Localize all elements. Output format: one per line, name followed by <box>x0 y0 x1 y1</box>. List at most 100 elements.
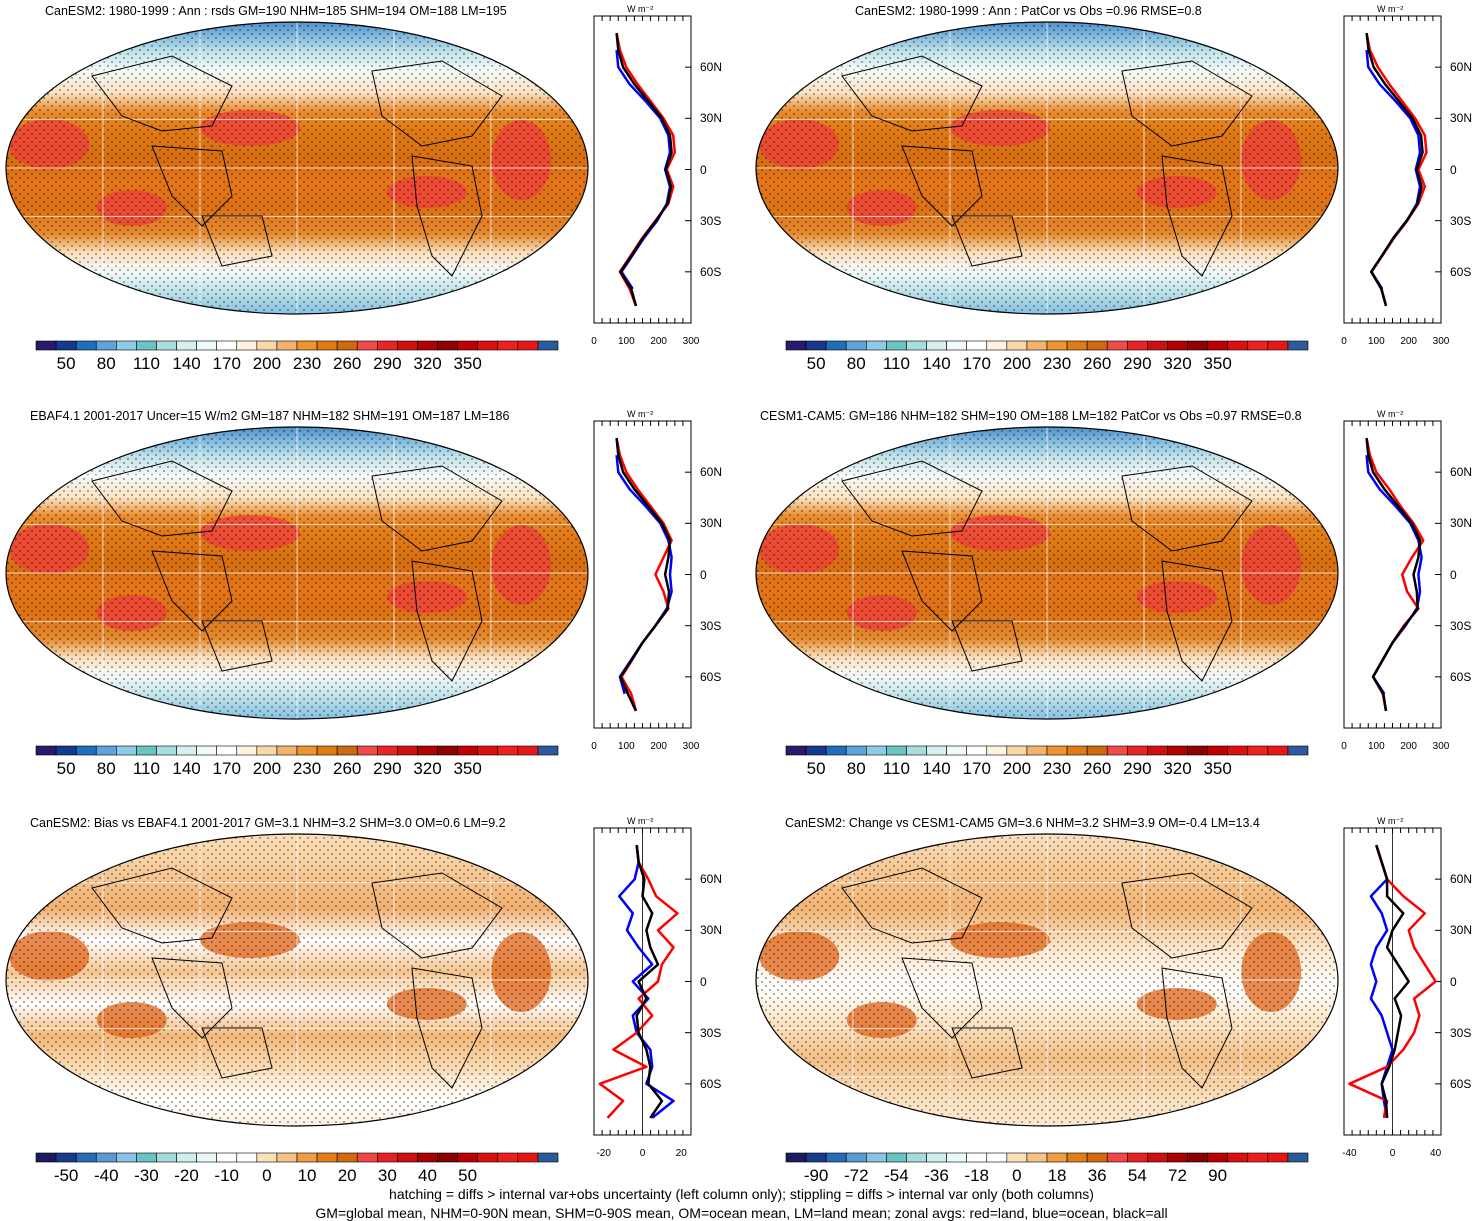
latitude-tick-label: 0 <box>700 162 707 177</box>
colorbar-tick-label: 50 <box>806 759 826 778</box>
colorbar-swatch <box>336 745 358 756</box>
zonal-x-tick-label: 200 <box>650 741 667 752</box>
latitude-tick-label: 60S <box>1450 1076 1472 1091</box>
zonal-x-tick-label: -20 <box>596 1148 611 1159</box>
latitude-tick-label: 60S <box>700 1076 722 1091</box>
latitude-tick-label: 0 <box>1450 162 1457 177</box>
colorbar-swatch <box>156 1152 177 1163</box>
colorbar-swatch <box>457 745 478 756</box>
colorbar-swatch <box>477 340 499 351</box>
colorbar-swatch <box>1227 745 1249 756</box>
colorbar-swatch <box>236 745 258 756</box>
colorbar-swatch <box>886 1152 907 1163</box>
latitude-tick-label: 60S <box>700 264 722 279</box>
zonal-unit-label: W m⁻² <box>1377 816 1404 826</box>
latitude-tick-label: 30N <box>1450 111 1473 126</box>
colorbar-swatch <box>866 340 887 351</box>
zonal-unit-label: W m⁻² <box>1377 4 1404 14</box>
colorbar-tick-label: 170 <box>212 354 241 373</box>
colorbar-tick-label: -20 <box>174 1166 199 1185</box>
colorbar <box>35 340 559 351</box>
colorbar-swatch <box>196 745 217 756</box>
colorbar <box>35 1152 559 1163</box>
colorbar-tick-label: 200 <box>252 354 282 373</box>
colorbar-swatch <box>356 340 378 351</box>
colorbar-swatch <box>986 340 1008 351</box>
colorbar-swatch <box>1287 340 1309 351</box>
colorbar-swatch <box>1187 340 1208 351</box>
colorbar-swatch <box>55 745 77 756</box>
colorbar-swatch <box>1287 745 1309 756</box>
colorbar-swatch <box>477 1152 499 1163</box>
colorbar-swatch <box>1026 745 1048 756</box>
colorbar-swatch <box>316 340 338 351</box>
colorbar-tick-label: -36 <box>924 1166 949 1185</box>
colorbar <box>35 745 559 756</box>
colorbar-tick-label: 320 <box>1163 759 1192 778</box>
zonal-mean-plot <box>593 420 692 729</box>
colorbar-swatch <box>785 745 807 756</box>
panel-title: EBAF4.1 2001-2017 Uncer=15 W/m2 GM=187 N… <box>30 409 510 423</box>
colorbar-tick-label: 320 <box>1163 354 1192 373</box>
map-5 <box>5 833 589 1127</box>
colorbar-swatch <box>1227 340 1249 351</box>
colorbar-swatch <box>95 745 117 756</box>
colorbar-swatch <box>845 745 867 756</box>
colorbar-tick-label: 200 <box>1002 354 1032 373</box>
zonal-x-tick-label: 300 <box>682 741 700 752</box>
panel-title: CESM1-CAM5: GM=186 NHM=182 SHM=190 OM=18… <box>760 409 1302 423</box>
colorbar-tick-label: 140 <box>172 759 201 778</box>
zonal-x-tick-label: 100 <box>617 741 635 752</box>
colorbar-swatch <box>946 1152 967 1163</box>
colorbar-swatch <box>156 745 177 756</box>
colorbar-swatch <box>336 340 358 351</box>
colorbar-tick-label: 72 <box>1168 1166 1187 1185</box>
colorbar-swatch <box>785 340 807 351</box>
colorbar <box>785 1152 1309 1163</box>
colorbar-swatch <box>377 340 398 351</box>
colorbar-swatch <box>1267 745 1289 756</box>
footer-line-2: GM=global mean, NHM=0-90N mean, SHM=0-90… <box>315 1205 1168 1221</box>
colorbar-swatch <box>497 340 519 351</box>
colorbar-swatch <box>517 745 539 756</box>
colorbar-swatch <box>377 745 398 756</box>
colorbar-tick-label: 350 <box>453 759 482 778</box>
colorbar-swatch <box>1207 745 1228 756</box>
colorbar-tick-label: 170 <box>962 354 991 373</box>
colorbar-swatch <box>966 1152 988 1163</box>
colorbar-swatch <box>1167 745 1188 756</box>
colorbar-swatch <box>1046 745 1068 756</box>
zonal-x-tick-label: 0 <box>1341 741 1347 752</box>
colorbar-swatch <box>1207 340 1228 351</box>
zonal-x-tick-label: -40 <box>1342 1148 1357 1159</box>
colorbar-swatch <box>1106 1152 1128 1163</box>
colorbar-swatch <box>35 1152 57 1163</box>
zonal-line-all <box>1365 437 1422 712</box>
colorbar-tick-label: 170 <box>962 759 991 778</box>
colorbar-tick-label: 110 <box>882 759 910 778</box>
zonal-line-all <box>635 844 664 1119</box>
colorbar-swatch <box>1267 1152 1289 1163</box>
colorbar-swatch <box>1086 1152 1108 1163</box>
zonal-x-tick-label: 300 <box>682 336 700 347</box>
colorbar-swatch <box>537 745 559 756</box>
colorbar-swatch <box>156 340 177 351</box>
colorbar-tick-label: 230 <box>292 759 322 778</box>
colorbar-swatch <box>1127 1152 1148 1163</box>
zonal-mean-plot <box>593 827 692 1136</box>
latitude-tick-label: 30S <box>1450 1025 1472 1040</box>
colorbar-swatch <box>417 745 438 756</box>
colorbar-swatch <box>236 1152 258 1163</box>
colorbar-swatch <box>1187 745 1208 756</box>
colorbar-tick-label: 30 <box>377 1166 397 1185</box>
colorbar-swatch <box>946 340 967 351</box>
colorbar-swatch <box>1287 1152 1309 1163</box>
colorbar-swatch <box>1247 340 1269 351</box>
colorbar-tick-label: 260 <box>333 759 362 778</box>
colorbar-swatch <box>1227 1152 1249 1163</box>
colorbar-swatch <box>437 340 458 351</box>
latitude-tick-label: 30N <box>700 111 723 126</box>
zonal-x-tick-label: 20 <box>675 1148 687 1159</box>
colorbar-swatch <box>1046 1152 1068 1163</box>
latitude-tick-label: 60N <box>1450 872 1473 887</box>
